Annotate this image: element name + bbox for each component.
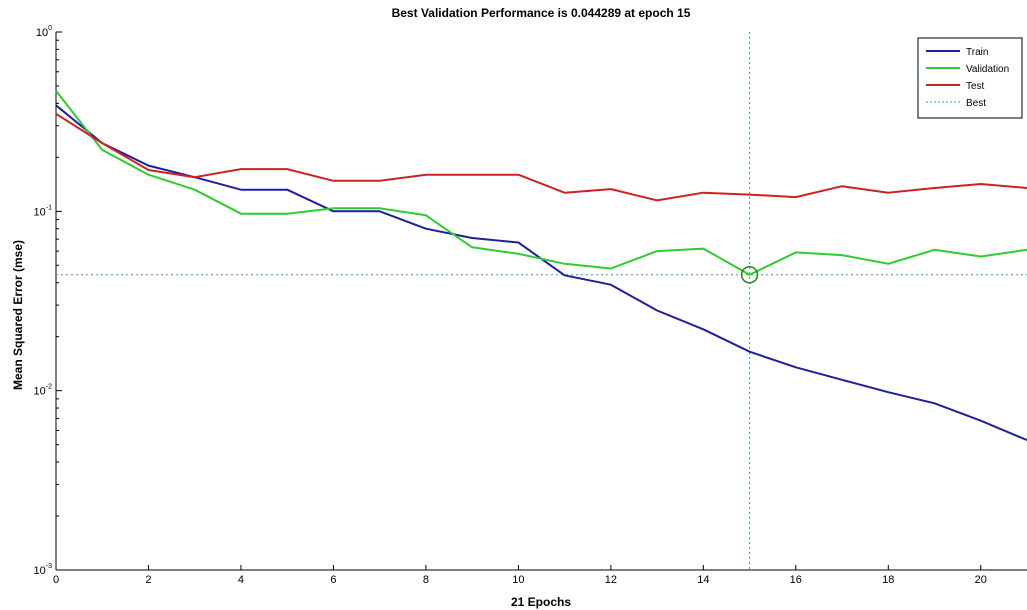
x-tick-label: 20 — [975, 574, 987, 586]
x-tick-label: 16 — [790, 574, 802, 586]
x-tick-label: 6 — [330, 574, 336, 586]
x-tick-label: 12 — [605, 574, 617, 586]
best-reference-lines — [56, 32, 1027, 570]
series-line-train — [55, 104, 1027, 442]
y-tick-label: 10-2 — [34, 384, 53, 398]
legend-label-train: Train — [966, 47, 988, 58]
y-tick-label: 100 — [36, 25, 52, 39]
legend-label-test: Test — [966, 81, 985, 92]
x-tick-label: 2 — [145, 574, 151, 586]
x-axis-label: 21 Epochs — [511, 595, 571, 609]
series-line-validation — [55, 90, 1027, 276]
x-tick-label: 4 — [238, 574, 244, 586]
x-tick-label: 0 — [53, 574, 59, 586]
y-tick-label: 10-3 — [34, 563, 53, 577]
x-tick-label: 8 — [423, 574, 429, 586]
plot-area — [55, 32, 1027, 571]
legend-label-best: Best — [966, 98, 986, 109]
x-tick-label: 14 — [697, 574, 709, 586]
x-axis-ticks: 0 2 4 6 8 10 12 14 16 18 20 — [53, 565, 987, 586]
y-axis-ticks: 100 10-1 10-2 10-3 — [34, 25, 62, 577]
x-tick-label: 10 — [512, 574, 524, 586]
y-tick-label: 10-1 — [34, 204, 53, 218]
series-line-test — [55, 112, 1027, 202]
x-tick-label: 18 — [882, 574, 894, 586]
legend-label-validation: Validation — [966, 64, 1009, 75]
y-axis-label: Mean Squared Error (mse) — [11, 240, 25, 390]
best-point-marker — [740, 266, 759, 284]
legend: Train Validation Test Best — [917, 37, 1023, 119]
series-layer — [55, 90, 1027, 442]
chart-title: Best Validation Performance is 0.044289 … — [392, 6, 691, 20]
